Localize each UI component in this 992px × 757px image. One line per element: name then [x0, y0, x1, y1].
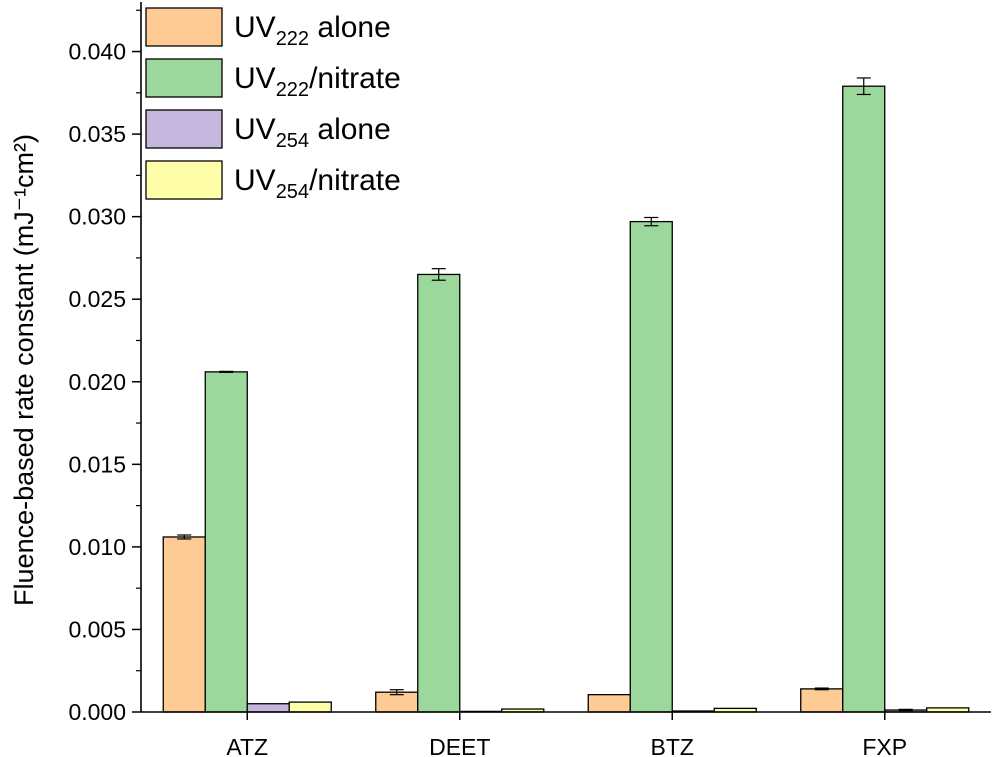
bars-layer — [162, 85, 970, 713]
legend-item-4: UV254/nitrate — [145, 160, 401, 203]
error-bars-layer — [177, 77, 913, 712]
legend-item-3: UV254 alone — [145, 109, 391, 152]
legend-swatch-2 — [145, 58, 223, 98]
legend-swatch-1 — [145, 7, 223, 47]
y-tick-label-0: 0.000 — [68, 699, 126, 725]
y-tick-label-1: 0.005 — [68, 616, 126, 642]
bar-atz-series-2 — [204, 371, 248, 713]
x-tick-label-fxp: FXP — [862, 734, 907, 757]
error-bar-fxp-series-2 — [856, 77, 871, 96]
legend-label-2: UV222/nitrate — [234, 62, 401, 101]
error-bar-fxp-series-3 — [898, 708, 913, 712]
bar-atz-series-1 — [162, 536, 206, 713]
error-bar-btz-series-2 — [644, 216, 659, 227]
y-tick-label-8: 0.040 — [68, 39, 126, 65]
x-tick-label-deet: DEET — [429, 734, 490, 757]
y-tick-label-7: 0.035 — [68, 121, 126, 147]
legend-swatch-4 — [145, 160, 223, 200]
legend-label-3: UV254 alone — [234, 113, 391, 152]
bar-fxp-series-1 — [800, 688, 844, 713]
bar-fxp-series-2 — [842, 85, 886, 713]
y-tick-label-3: 0.015 — [68, 451, 126, 477]
bar-deet-series-2 — [417, 273, 461, 713]
legend-item-1: UV222 alone — [145, 7, 391, 50]
legend-label-4: UV254/nitrate — [234, 164, 401, 203]
y-tick-label-5: 0.025 — [68, 286, 126, 312]
legend-label-1: UV222 alone — [234, 11, 391, 50]
y-tick-label-2: 0.010 — [68, 534, 126, 560]
error-bar-deet-series-1 — [389, 689, 404, 696]
error-bar-atz-series-1 — [177, 534, 192, 540]
x-tick-label-atz: ATZ — [226, 734, 268, 757]
error-bar-deet-series-2 — [431, 268, 446, 281]
axes-layer: ATZ DEET BTZ FXP 0.000 0.005 0.010 0.015 0.020 0.… — [68, 2, 991, 757]
x-tick-label-btz: BTZ — [651, 734, 694, 757]
legend-swatch-3 — [145, 109, 223, 149]
bar-btz-series-1 — [587, 694, 631, 713]
bar-atz-series-3 — [246, 703, 290, 713]
error-bar-fxp-series-1 — [814, 687, 829, 691]
bar-btz-series-2 — [629, 220, 673, 713]
bar-atz-series-4 — [288, 701, 332, 713]
y-axis-label: Fluence-based rate constant (mJ⁻¹cm²) — [9, 134, 39, 606]
y-tick-label-6: 0.030 — [68, 204, 126, 230]
legend-item-2: UV222/nitrate — [145, 58, 401, 101]
legend: UV222 alone UV222/nitrate UV254 alone UV254… — [145, 7, 401, 203]
y-tick-label-4: 0.020 — [68, 369, 126, 395]
error-bar-atz-series-2 — [219, 370, 234, 373]
